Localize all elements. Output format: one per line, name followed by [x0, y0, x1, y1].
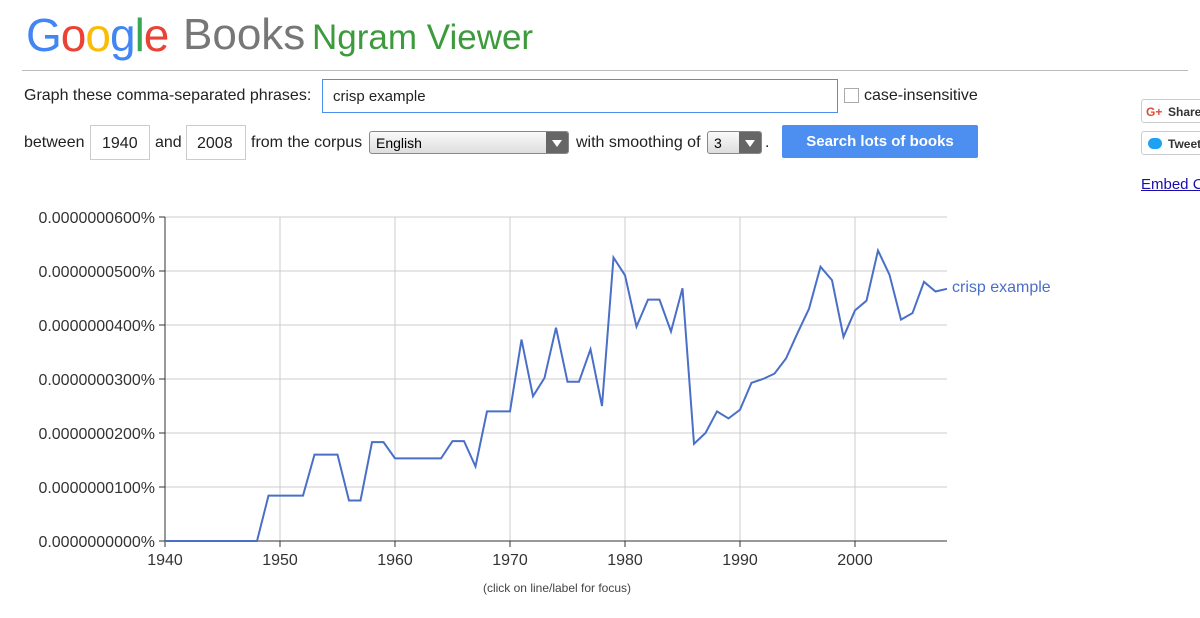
logo-letter: e	[143, 9, 170, 61]
twitter-icon	[1148, 138, 1162, 149]
series-label: crisp example	[952, 279, 1051, 296]
logo-letter: g	[109, 9, 136, 61]
social-panel: G+ Share Tweet Embed Chart	[1141, 99, 1200, 249]
tweet-button[interactable]: Tweet	[1141, 131, 1200, 155]
start-year-input[interactable]: 1940	[90, 125, 150, 160]
phrases-input[interactable]: crisp example	[322, 79, 838, 113]
select-arrow	[739, 132, 761, 153]
logo-letter: o	[85, 9, 111, 61]
smoothing-label: with smoothing of	[576, 134, 701, 151]
y-tick-label: 0.0000000500%	[38, 264, 155, 281]
x-tick-label: 1980	[607, 552, 643, 569]
smoothing-value: 3	[714, 135, 722, 151]
period: .	[765, 134, 770, 151]
x-tick-label: 1950	[262, 552, 298, 569]
corpus-select[interactable]: English	[369, 131, 569, 154]
google-logo: Google	[26, 8, 170, 62]
case-label: case-insensitive	[864, 87, 978, 104]
y-tick-label: 0.0000000300%	[38, 372, 155, 389]
y-tick-label: 0.0000000400%	[38, 318, 155, 335]
share-button[interactable]: G+ Share	[1141, 99, 1200, 123]
chart-note: (click on line/label for focus)	[483, 581, 631, 595]
x-tick-label: 1940	[147, 552, 183, 569]
divider	[22, 70, 1188, 71]
logo-letter: o	[60, 9, 87, 61]
logo-letter: G	[26, 9, 62, 61]
books-logo: Books	[183, 10, 306, 59]
gplus-icon: G+	[1146, 105, 1163, 119]
phrases-value: crisp example	[333, 88, 426, 105]
x-tick-label: 1970	[492, 552, 528, 569]
smoothing-select[interactable]: 3	[707, 131, 762, 154]
start-year: 1940	[102, 135, 138, 152]
page-title: Ngram Viewer	[312, 18, 534, 57]
y-tick-label: 0.0000000100%	[38, 480, 155, 497]
end-year-input[interactable]: 2008	[186, 125, 246, 160]
end-year: 2008	[197, 135, 233, 152]
y-tick-label: 0.0000000000%	[38, 534, 155, 551]
y-tick-label: 0.0000000200%	[38, 426, 155, 443]
select-arrow	[546, 132, 568, 153]
embed-link[interactable]: Embed Chart	[1141, 176, 1200, 193]
corpus-value: English	[376, 135, 422, 151]
series-line	[165, 247, 948, 542]
search-button[interactable]: Search lots of books	[782, 125, 978, 158]
between-label: between	[24, 134, 85, 151]
chart: (click on line/label for focus) 0.000000…	[38, 210, 1051, 595]
logo-letter: l	[134, 9, 145, 61]
x-tick-label: 1960	[377, 552, 413, 569]
x-tick-label: 1990	[722, 552, 758, 569]
phrases-label: Graph these comma-separated phrases:	[24, 87, 312, 104]
share-text: Share	[1168, 105, 1200, 119]
corpus-label: from the corpus	[251, 134, 363, 151]
y-tick-label: 0.0000000600%	[38, 210, 155, 227]
and-label: and	[155, 134, 182, 151]
tweet-text: Tweet	[1168, 137, 1200, 151]
x-tick-label: 2000	[837, 552, 873, 569]
case-checkbox[interactable]	[844, 88, 859, 103]
